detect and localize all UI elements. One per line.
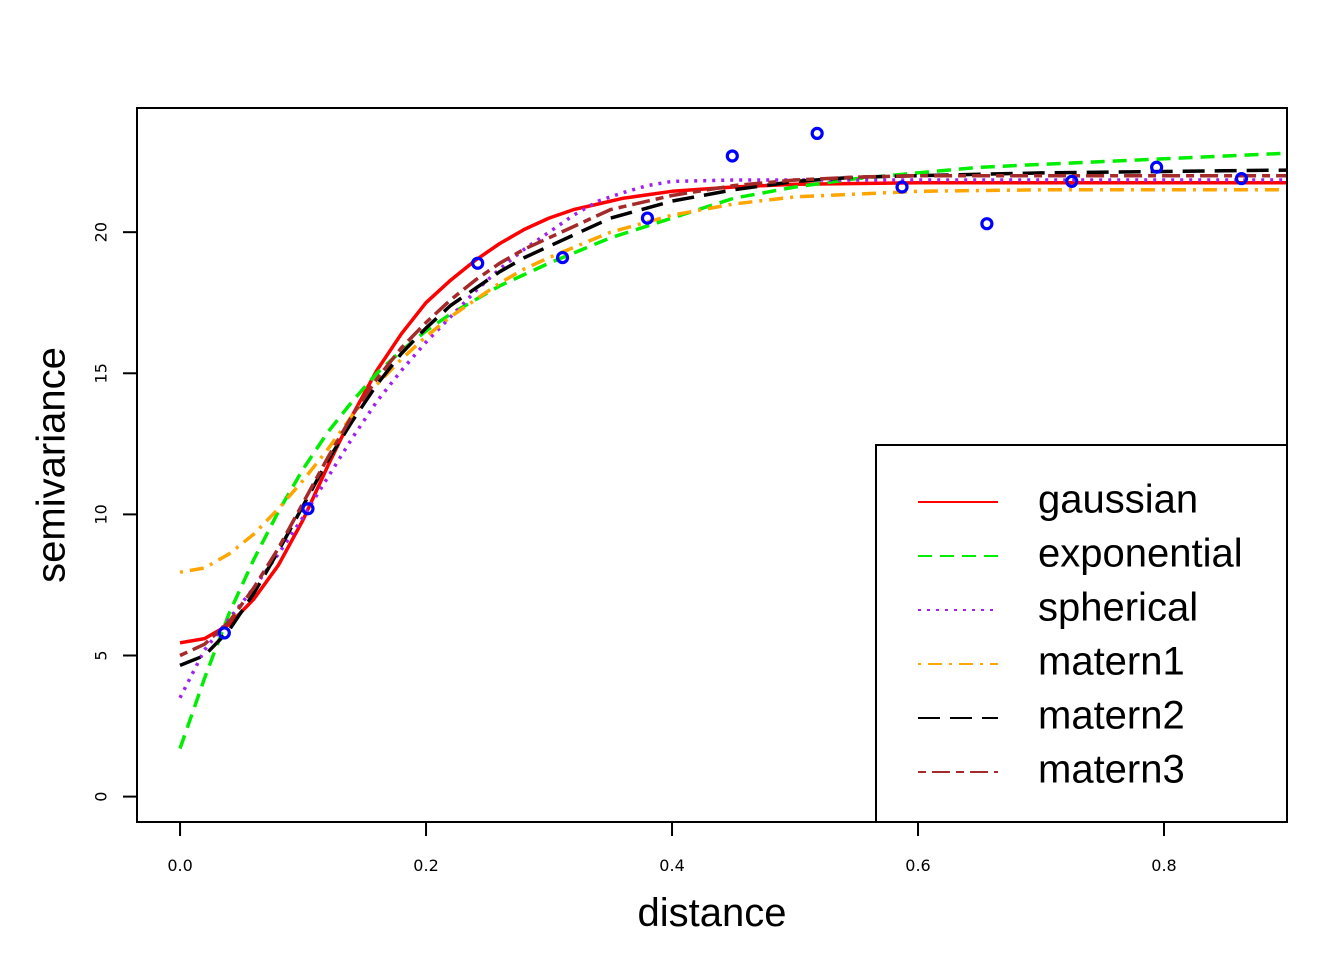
empirical-points: [217, 126, 1249, 640]
y-axis: 0 5 10 15 20: [92, 222, 138, 802]
model-curves: [178, 151, 1287, 750]
data-point: [471, 256, 485, 270]
x-tick-label: 0.0: [167, 856, 192, 875]
x-axis: 0.0 0.2 0.4 0.6 0.8: [167, 821, 1177, 875]
data-point: [1234, 171, 1249, 186]
y-tick-label: 20: [92, 222, 111, 242]
curve-gaussian: [179, 181, 1287, 645]
data-point: [555, 250, 570, 265]
data-point: [640, 211, 655, 225]
curve-matern2: [179, 168, 1287, 668]
y-tick-label: 15: [92, 363, 111, 383]
curve-matern1: [179, 188, 1287, 574]
legend: gaussian exponential spherical matern1 mater…: [875, 444, 1288, 823]
data-point: [1150, 160, 1164, 174]
data-point: [980, 217, 994, 231]
legend-label-gaussian: gaussian: [1038, 478, 1198, 522]
legend-label-matern1: matern1: [1038, 640, 1185, 684]
data-point: [810, 126, 824, 140]
x-tick-label: 0.2: [413, 856, 438, 875]
y-axis-title: semivariance: [30, 347, 74, 583]
y-tick-label: 0: [92, 792, 111, 802]
x-tick-label: 0.4: [659, 856, 684, 875]
y-tick-label: 10: [92, 504, 111, 524]
curve-spherical: [178, 178, 1287, 699]
data-point: [895, 180, 909, 194]
y-tick-label: 5: [92, 650, 111, 660]
data-point: [725, 149, 739, 163]
legend-label-matern3: matern3: [1038, 748, 1185, 792]
data-point: [301, 502, 315, 516]
legend-box: [875, 444, 1288, 823]
x-axis-title: distance: [638, 891, 787, 935]
x-tick-label: 0.8: [1151, 856, 1176, 875]
data-point: [217, 626, 231, 640]
legend-label-matern2: matern2: [1038, 694, 1185, 738]
legend-label-spherical: spherical: [1038, 586, 1198, 630]
x-tick-label: 0.6: [905, 856, 930, 875]
legend-label-exponential: exponential: [1038, 532, 1243, 576]
data-point: [1065, 174, 1079, 188]
curve-matern3: [179, 173, 1287, 658]
